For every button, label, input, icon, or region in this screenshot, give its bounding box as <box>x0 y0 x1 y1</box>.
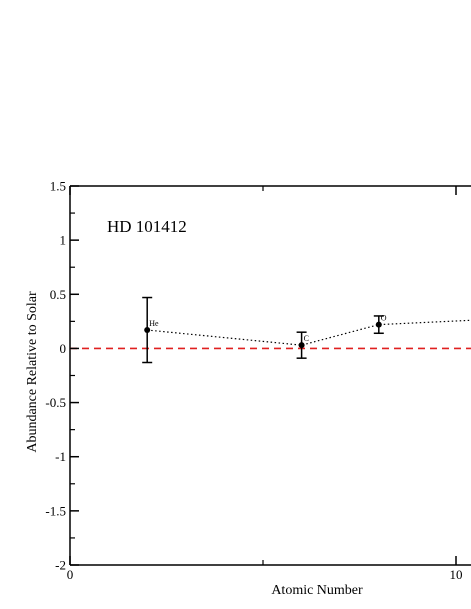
label-o: O <box>381 314 387 323</box>
x-axis-title: Atomic Number <box>271 583 363 598</box>
chart-title: HD 101412 <box>107 217 187 236</box>
label-he: He <box>149 319 159 328</box>
y-tick-label: 1 <box>60 233 67 248</box>
element-labels: HeCONaMgAlSiSCaScTiVCrMnFeNiCuYZr <box>149 314 387 344</box>
x-tick-label: 0 <box>67 567 74 582</box>
y-tick-label: 0 <box>60 341 67 356</box>
error-bars <box>142 296 384 364</box>
y-tick-label: -1 <box>55 449 66 464</box>
axis-ticks: 1.510.50-0.5-1-1.5-201020304050 <box>45 179 463 583</box>
plot-frame <box>69 185 471 566</box>
label-c: C <box>304 334 309 343</box>
data-points <box>144 321 382 349</box>
point-c <box>298 342 305 349</box>
y-tick-label: -1.5 <box>45 503 66 518</box>
y-tick-label: -2 <box>55 558 66 573</box>
point-he <box>144 327 151 334</box>
series-connector <box>147 319 471 346</box>
dotted-connector <box>147 319 471 346</box>
y-tick-label: -0.5 <box>45 395 66 410</box>
y-tick-label: 1.5 <box>50 179 66 194</box>
y-axis-title: Abundance Relative to Solar <box>25 291 40 453</box>
x-tick-label: 10 <box>450 567 463 582</box>
point-o <box>375 321 382 328</box>
y-tick-label: 0.5 <box>50 287 66 302</box>
